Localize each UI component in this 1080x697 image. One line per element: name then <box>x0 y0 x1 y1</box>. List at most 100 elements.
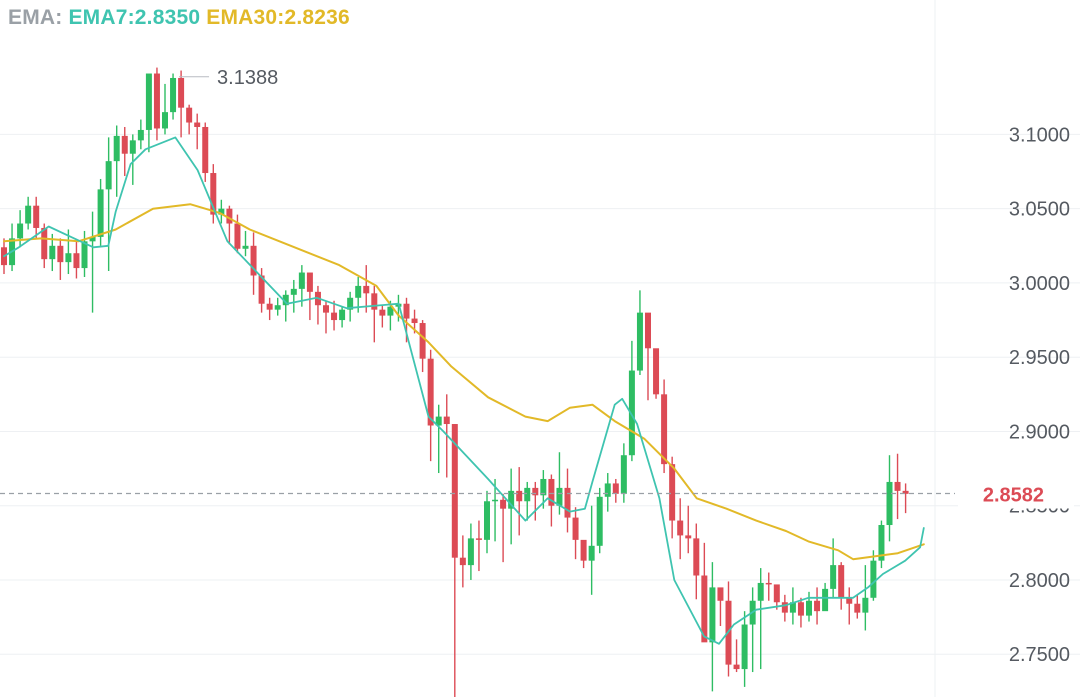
candle-up <box>17 210 24 248</box>
candle-body <box>379 309 386 316</box>
candle-down <box>234 214 241 254</box>
candle-up <box>878 520 885 569</box>
candle-body <box>645 312 651 349</box>
candle-down <box>194 113 201 150</box>
candle-body <box>556 487 563 506</box>
candle-body <box>854 603 861 613</box>
candle-up <box>113 125 120 197</box>
candle-body <box>298 272 305 289</box>
candle-up <box>218 199 225 224</box>
candle-down <box>210 164 217 224</box>
candle-down <box>331 300 338 331</box>
candle-up <box>339 306 346 328</box>
candle-up <box>290 279 297 313</box>
ema7-line <box>3 136 925 645</box>
candle-body <box>467 538 474 566</box>
candle-down <box>612 478 619 503</box>
candle-down <box>178 70 185 138</box>
candle-body <box>653 348 660 395</box>
ema7-legend-label: EMA7:2.8350 <box>68 6 201 29</box>
candle-up <box>636 290 643 376</box>
candle-body <box>870 560 877 598</box>
candle-down <box>500 493 507 563</box>
candle-body <box>65 253 72 263</box>
candle-body <box>153 73 160 129</box>
candle-body <box>677 520 684 536</box>
candle-down <box>902 483 909 514</box>
candle-body <box>81 241 88 269</box>
candle-up <box>524 481 531 521</box>
candle-down <box>814 587 821 625</box>
candle-body <box>620 455 627 494</box>
candle-body <box>17 223 24 239</box>
candle-up <box>242 230 249 257</box>
candle-body <box>371 293 378 310</box>
candle-up <box>789 587 796 625</box>
candle-body <box>89 236 96 242</box>
price-axis: 3.10003.05003.00002.95002.90002.85002.80… <box>1009 124 1070 666</box>
candle-down <box>572 507 579 560</box>
candle-body <box>258 275 265 304</box>
candle-up <box>347 291 354 322</box>
candle-body <box>137 129 144 141</box>
candle-body <box>838 565 845 598</box>
candle-down <box>41 223 48 269</box>
candles <box>1 67 909 697</box>
ema30-line <box>3 203 925 561</box>
ema7-series <box>3 136 925 645</box>
candle-body <box>701 575 708 643</box>
candle-body <box>57 245 64 263</box>
candle-body <box>846 597 853 604</box>
candle-body <box>427 358 434 426</box>
candle-body <box>508 490 515 509</box>
current-price-label-bg <box>958 478 1074 509</box>
ema-legend-prefix: EMA: <box>8 6 63 29</box>
candle-down <box>693 523 700 600</box>
candle-body <box>781 602 788 613</box>
candle-down <box>846 587 853 625</box>
candle-down <box>121 126 128 176</box>
candle-body <box>266 303 273 310</box>
ema-legend: EMA: EMA7:2.8350 EMA30:2.8236 <box>8 6 356 30</box>
candle-up <box>508 468 515 545</box>
candle-body <box>282 294 289 306</box>
candle-body <box>186 107 193 123</box>
candle-up <box>274 297 281 316</box>
candle-down <box>186 104 193 135</box>
candle-body <box>475 538 482 540</box>
candle-body <box>596 496 603 546</box>
candle-up <box>282 290 289 322</box>
candle-body <box>355 285 362 298</box>
candle-body <box>218 208 225 215</box>
candle-up <box>162 83 168 135</box>
candle-body <box>49 245 56 260</box>
candle-body <box>741 624 748 670</box>
candle-body <box>878 525 885 561</box>
candle-body <box>459 557 466 566</box>
candle-down <box>653 348 660 399</box>
candle-up <box>25 196 32 230</box>
candle-body <box>25 205 32 224</box>
candle-body <box>443 416 450 425</box>
candle-down <box>765 572 772 601</box>
candle-up <box>709 562 716 692</box>
candle-body <box>572 517 579 540</box>
candle-down <box>427 349 434 462</box>
candle-down <box>459 535 466 588</box>
candle-body <box>162 112 168 129</box>
candle-body <box>797 602 804 616</box>
candle-body <box>451 424 458 558</box>
candle-body <box>387 306 394 316</box>
candle-down <box>516 467 523 536</box>
candle-up <box>467 523 474 580</box>
candle-body <box>226 208 233 224</box>
candle-body <box>347 297 354 310</box>
candle-body <box>612 483 619 494</box>
candle-body <box>886 481 893 526</box>
candle-body <box>202 126 209 174</box>
candle-down <box>57 238 64 280</box>
y-tick-label: 3.0500 <box>1009 199 1070 221</box>
